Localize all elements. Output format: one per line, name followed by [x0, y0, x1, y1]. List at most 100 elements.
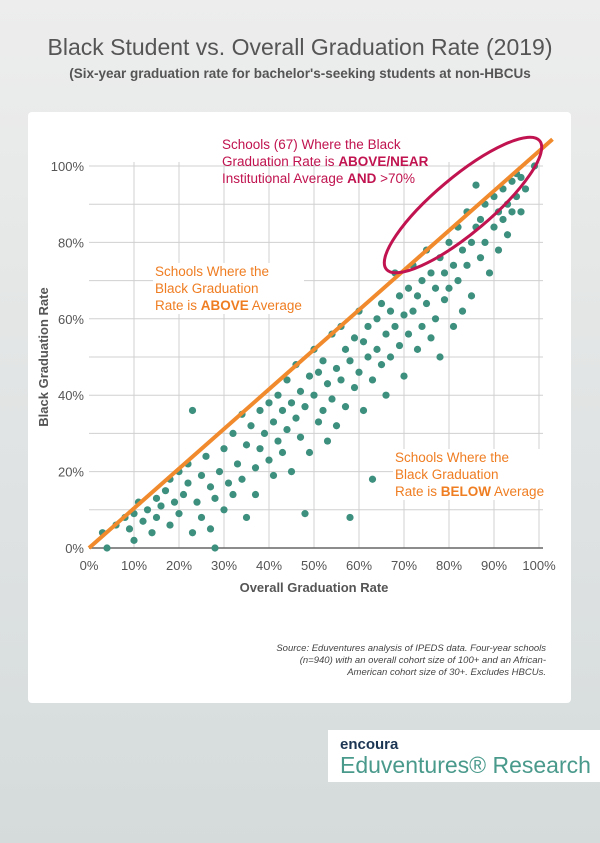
source-note: Source: Eduventures analysis of IPEDS da… [276, 643, 546, 678]
data-point [274, 437, 282, 445]
data-point [364, 353, 372, 361]
logo-name: Eduventures® Research [340, 752, 591, 778]
data-point [161, 487, 170, 495]
data-point [197, 471, 206, 480]
data-point [418, 277, 426, 285]
data-point [188, 406, 197, 415]
data-point [404, 330, 413, 338]
annotation-line: Schools Where the [155, 264, 270, 279]
data-point [305, 448, 314, 457]
data-point [233, 460, 242, 468]
data-point [418, 322, 426, 331]
x-tick-label: 90% [481, 558, 507, 573]
data-point [215, 468, 224, 476]
data-point [188, 529, 197, 537]
chart-title: Black Student vs. Overall Graduation Rat… [47, 34, 553, 60]
data-point [467, 292, 476, 300]
annotation-below: Schools Where the Black Graduation Rate … [393, 449, 547, 500]
data-point [301, 510, 309, 518]
data-point [238, 475, 246, 483]
data-point [175, 510, 183, 518]
data-point [481, 238, 489, 246]
data-point [152, 494, 161, 502]
data-point [193, 498, 201, 506]
data-point [431, 284, 440, 292]
annotation-bold: BELOW [440, 484, 492, 499]
data-point [454, 277, 462, 285]
data-point [130, 536, 138, 544]
data-point [508, 208, 516, 216]
annotation-top: Schools (67) Where the Black Graduation … [222, 136, 428, 187]
data-point [359, 338, 368, 346]
data-point [503, 231, 512, 239]
annotation-bold: ABOVE/NEAR [338, 154, 429, 169]
data-point [269, 471, 278, 480]
annotation-above: Schools Where the Black Graduation Rate … [153, 263, 304, 314]
data-point [368, 475, 377, 483]
data-point [247, 422, 255, 430]
data-point [242, 513, 251, 522]
x-tick-label: 10% [121, 558, 147, 573]
logo: encoura Eduventures® Research [328, 730, 600, 782]
data-point [350, 334, 359, 342]
data-point [382, 391, 390, 399]
data-point [346, 513, 354, 522]
data-point [427, 334, 435, 342]
data-point [377, 361, 386, 369]
data-point [400, 311, 408, 319]
data-point [440, 269, 449, 277]
data-point [314, 368, 323, 376]
data-point [355, 368, 363, 376]
data-point [341, 345, 350, 353]
data-point [319, 406, 327, 415]
highlight-ellipse [382, 135, 544, 275]
annotation-text: Rate is [155, 298, 201, 313]
data-point [125, 525, 134, 533]
data-point [508, 177, 516, 185]
data-point [278, 406, 287, 415]
data-point [139, 517, 147, 525]
annotation-text: Institutional Average [222, 171, 348, 186]
data-point [157, 502, 165, 510]
annotation-text: Graduation Rate is [222, 154, 339, 169]
chart-card [28, 112, 571, 703]
data-point [323, 380, 332, 388]
data-point [517, 208, 525, 216]
annotation-bold: ABOVE [200, 298, 249, 313]
annotation-text: >70% [376, 171, 415, 186]
data-point [391, 322, 399, 331]
data-point [427, 269, 435, 277]
data-point [296, 433, 305, 441]
data-point [458, 307, 467, 315]
data-point [373, 315, 381, 323]
data-point [467, 238, 476, 246]
data-point [386, 353, 395, 361]
data-point [301, 403, 309, 411]
data-point [445, 238, 453, 246]
x-tick-label: 30% [211, 558, 237, 573]
data-point [274, 391, 282, 399]
data-point [148, 529, 156, 537]
data-point [364, 322, 372, 331]
annotation-text: Average [491, 484, 545, 499]
data-point [314, 418, 323, 426]
data-point [170, 498, 179, 506]
data-point [211, 544, 219, 552]
data-point [152, 513, 161, 522]
data-point [256, 445, 264, 453]
data-point [292, 414, 300, 422]
data-point [476, 254, 485, 262]
data-point [449, 261, 458, 269]
data-point [368, 376, 377, 384]
y-axis-label: Black Graduation Rate [36, 287, 51, 426]
y-tick-label: 60% [58, 312, 84, 327]
x-tick-label: 40% [256, 558, 282, 573]
data-point [359, 406, 368, 415]
data-point [242, 441, 251, 449]
data-point [179, 490, 188, 499]
data-point [395, 341, 404, 350]
data-point [229, 490, 237, 499]
chart-subtitle: (Six-year graduation rate for bachelor's… [69, 66, 531, 81]
data-point [310, 391, 318, 399]
data-point [206, 525, 215, 533]
